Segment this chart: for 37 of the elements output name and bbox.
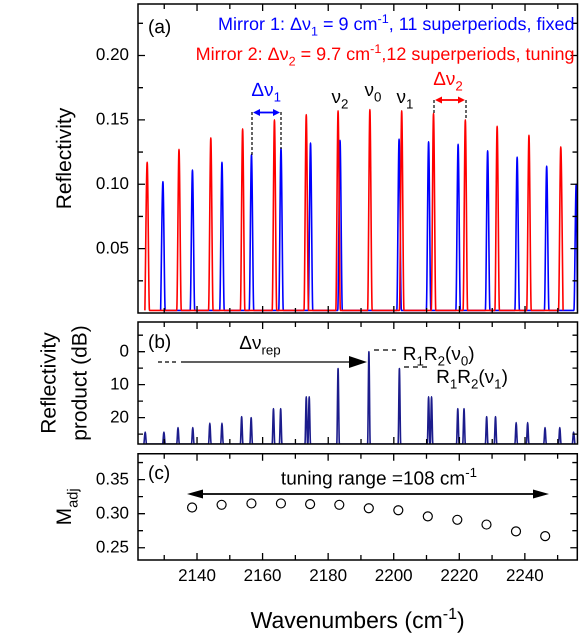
y-tick-label: 20 bbox=[110, 407, 129, 426]
y-tick-label: 0.30 bbox=[96, 503, 129, 522]
line-series bbox=[160, 138, 578, 312]
y-axis-title: Reflectivity bbox=[53, 107, 76, 210]
point bbox=[510, 526, 522, 536]
y-axis-title: Reflectivity product (dB) bbox=[38, 325, 92, 441]
annotation: (b) bbox=[148, 332, 172, 353]
point bbox=[540, 531, 550, 542]
x-tick-label: 2220 bbox=[440, 566, 478, 585]
y-tick-label: 0.05 bbox=[96, 238, 129, 258]
y-tick-label: 0.35 bbox=[96, 469, 129, 488]
point bbox=[364, 503, 374, 514]
y-tick-label: 0.20 bbox=[96, 45, 129, 64]
x-tick-label: 2240 bbox=[506, 566, 544, 585]
point bbox=[305, 499, 316, 510]
point bbox=[246, 498, 257, 509]
y-tick-label: 0.10 bbox=[96, 174, 129, 193]
line-series bbox=[144, 108, 564, 312]
point bbox=[276, 498, 286, 509]
point bbox=[393, 505, 404, 516]
y-tick-label: 0.25 bbox=[96, 537, 129, 556]
y-axis-title: Madj bbox=[53, 488, 82, 526]
x-tick-label: 2200 bbox=[374, 566, 413, 585]
point bbox=[452, 514, 462, 525]
point bbox=[216, 500, 227, 510]
point bbox=[481, 519, 492, 530]
annotation: (c) bbox=[148, 463, 170, 484]
x-tick-label: 2180 bbox=[309, 566, 348, 585]
x-tick-label: 2140 bbox=[178, 566, 216, 585]
annotation: (a) bbox=[148, 17, 172, 38]
y-tick-label: 10 bbox=[110, 374, 129, 394]
point bbox=[186, 502, 198, 513]
point bbox=[422, 511, 433, 522]
y-tick-label: 0.15 bbox=[96, 110, 129, 129]
x-tick-label: 2160 bbox=[244, 566, 282, 585]
y-tick-label: 0 bbox=[120, 341, 129, 360]
point bbox=[334, 500, 344, 510]
